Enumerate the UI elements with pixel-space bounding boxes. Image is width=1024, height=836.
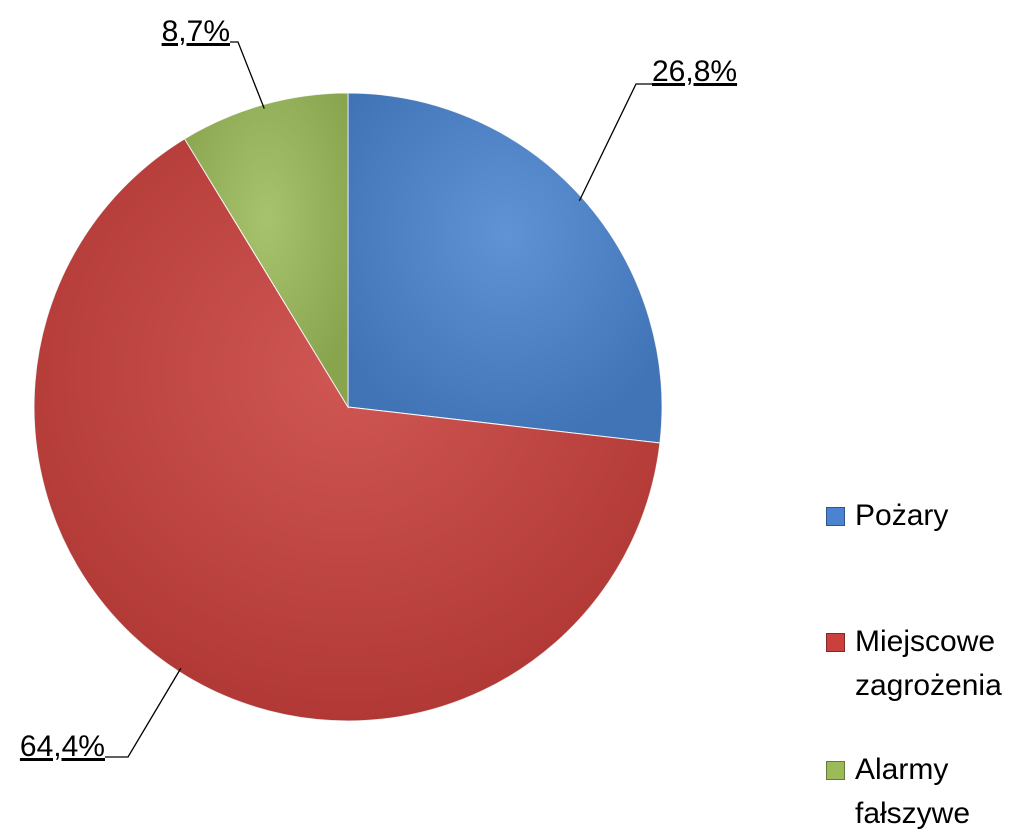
- leader-line: [230, 41, 265, 109]
- legend-swatch: [826, 633, 845, 652]
- legend-item: Miejscowe zagrożenia: [826, 620, 1016, 708]
- leader-line: [578, 83, 652, 202]
- legend-label: Pożary: [855, 499, 949, 532]
- legend-label: Alarmy fałszywe: [855, 753, 971, 830]
- data-label: 8,7%: [162, 15, 230, 48]
- legend-swatch: [826, 761, 845, 780]
- leader-line: [105, 667, 182, 758]
- data-label: 26,8%: [652, 55, 737, 88]
- legend-item: Pożary: [826, 494, 1016, 538]
- data-label: 64,4%: [20, 730, 105, 763]
- legend-swatch: [826, 507, 845, 526]
- pie-slice: [347, 92, 663, 444]
- legend-item: Alarmy fałszywe: [826, 748, 1016, 836]
- legend-label: Miejscowe zagrożenia: [855, 625, 1002, 702]
